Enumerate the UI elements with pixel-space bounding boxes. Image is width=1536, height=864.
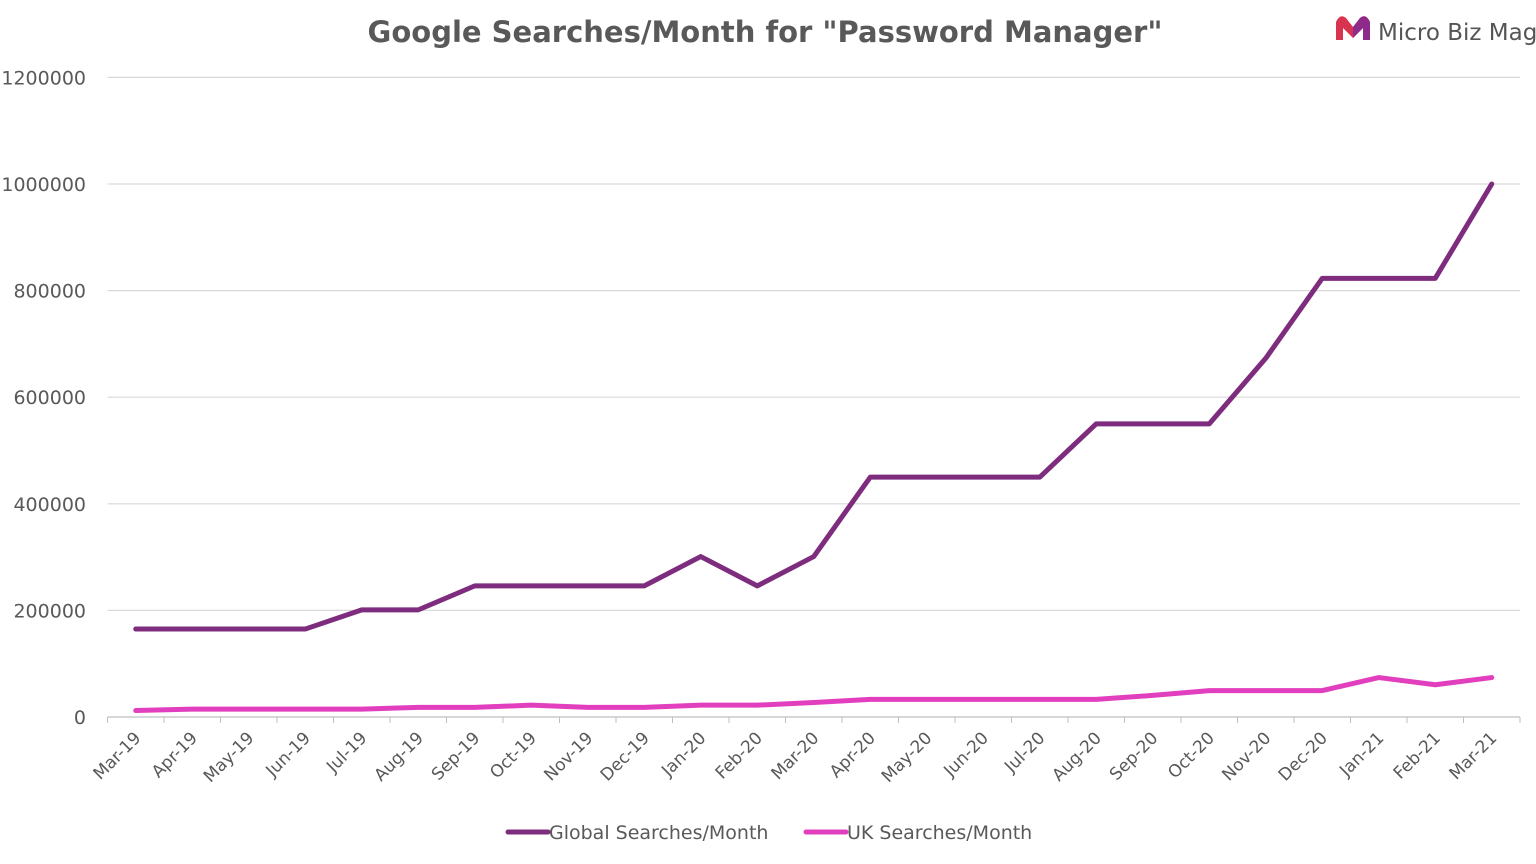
y-tick-label: 600000 — [13, 387, 86, 409]
series-line-uk — [133, 675, 1495, 714]
x-tick-label: Feb-20 — [712, 728, 767, 783]
x-tick-label: Dec-20 — [1275, 728, 1332, 785]
x-tick-label: Dec-19 — [597, 728, 654, 785]
chart-title: Google Searches/Month for "Password Mana… — [368, 15, 1163, 49]
x-tick-label: May-19 — [200, 728, 258, 786]
y-tick-label: 200000 — [13, 600, 86, 622]
x-tick-label: Sep-19 — [428, 728, 484, 784]
x-tick-label: Mar-19 — [90, 728, 146, 784]
legend-label-uk: UK Searches/Month — [847, 822, 1032, 844]
x-tick-label: Mar-21 — [1446, 728, 1502, 784]
y-tick-label: 1200000 — [1, 67, 86, 89]
x-tick-label: Jan-20 — [657, 728, 710, 781]
x-tick-label: Apr-19 — [148, 728, 202, 782]
x-tick-label: Aug-20 — [1049, 728, 1106, 785]
legend: Global Searches/Month UK Searches/Month — [505, 822, 1032, 844]
x-tick-label: Mar-20 — [768, 728, 824, 784]
y-tick-label: 400000 — [13, 494, 86, 516]
brand-name: Micro Biz Mag — [1378, 20, 1536, 46]
series-line-global — [133, 181, 1495, 632]
x-tick-label: May-20 — [878, 728, 936, 786]
x-tick-label: Oct-19 — [486, 728, 541, 783]
x-tick-label: Jul-19 — [322, 728, 371, 777]
x-tick-label: Jul-20 — [1000, 728, 1049, 777]
x-tick-label: Nov-19 — [540, 728, 597, 785]
x-tick-label: Sep-20 — [1106, 728, 1162, 784]
legend-label-global: Global Searches/Month — [549, 822, 768, 844]
x-tick-label: Apr-20 — [826, 728, 880, 782]
y-tick-label: 1000000 — [1, 174, 86, 196]
brand-logo: Micro Biz Mag — [1336, 16, 1536, 46]
x-tick-label: Nov-20 — [1218, 728, 1275, 785]
gridlines — [107, 76, 1520, 718]
series-lines — [133, 181, 1495, 714]
y-tick-label: 800000 — [13, 281, 86, 303]
x-tick-label: Aug-19 — [371, 728, 428, 785]
x-tick-label: Jun-20 — [940, 728, 993, 781]
x-tick-label: Jan-21 — [1335, 728, 1388, 781]
y-tick-label: 0 — [74, 707, 86, 729]
x-tick-label: Jun-19 — [262, 728, 315, 781]
x-tick-label: Feb-21 — [1390, 728, 1445, 783]
x-tick-label: Oct-20 — [1164, 728, 1219, 783]
y-axis: 0 200000 400000 600000 800000 1000000 1200000 — [1, 67, 86, 729]
